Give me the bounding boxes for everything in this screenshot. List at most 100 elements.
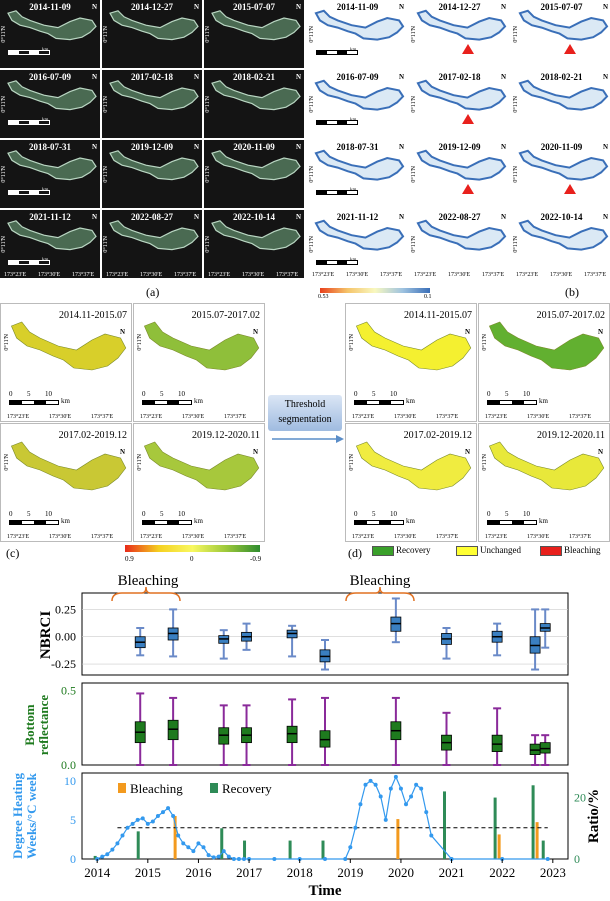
lon-tick-label: 173°30'E xyxy=(394,414,417,420)
period-label: 2019.12-2020.11 xyxy=(537,430,605,441)
lon-tick-label: 173°37'E xyxy=(224,534,247,540)
scale-bar xyxy=(142,520,192,525)
panel-d-classified-maps: 2014.11-2015.07 N 0°11'N 0 5 10 km 173°23'E 173°… xyxy=(345,303,610,543)
dhw-point xyxy=(323,857,327,861)
lat-tick-label: 0°11'N xyxy=(1,26,7,43)
dhw-point xyxy=(135,817,140,822)
lat-tick-label: 0°11'N xyxy=(1,166,7,183)
threshold-text-line2: segmentation xyxy=(278,414,332,425)
scale-bar xyxy=(142,400,192,405)
lat-tick-label: 0°11'N xyxy=(205,26,211,43)
scale-tick: 0 xyxy=(142,390,146,398)
scale-unit: km xyxy=(42,48,49,53)
lat-tick-label: 0°11'N xyxy=(205,166,211,183)
dhw-point xyxy=(409,794,414,799)
scale-bar xyxy=(354,520,404,525)
dhw-point xyxy=(378,794,383,799)
dhw-point xyxy=(140,816,145,821)
scale-tick: 5 xyxy=(372,390,376,398)
dhw-point xyxy=(216,854,221,859)
lat-tick-label: 0°11'N xyxy=(103,236,109,253)
satellite-tile: 2017-02-18 N 0°11'N xyxy=(102,70,202,138)
north-arrow-icon: N xyxy=(398,213,404,221)
satellite-tile: 2021-11-12 N 173°23'E 173°30'E 173°37'E 0°11'… xyxy=(0,210,100,278)
lat-tick-label: 0°11'N xyxy=(309,236,315,253)
y-tick-label: 10 xyxy=(64,774,76,788)
scale-tick: 0 xyxy=(487,510,491,518)
satellite-tile: 2015-07-07 N 0°11'N xyxy=(204,0,304,68)
classified-map-tile: 2017.02-2019.12 N 0°11'N 0 5 10 km 173°23'E 173°… xyxy=(345,423,477,542)
north-arrow-icon: N xyxy=(597,328,603,336)
satellite-tile: 2019-12-09 N 0°11'N xyxy=(102,140,202,208)
lon-tick-label: 173°30'E xyxy=(346,272,369,278)
dhw-point xyxy=(196,841,201,846)
north-arrow-icon: N xyxy=(193,213,199,221)
scale-unit: km xyxy=(539,397,548,405)
atoll-shape xyxy=(410,140,509,200)
y-tick-label: 0.5 xyxy=(61,683,76,697)
change-map-tile: 2017.02-2019.12 N 0°11'N 0 5 10 km 173°23'E 173°… xyxy=(0,423,132,542)
lon-tick-label: 173°30'E xyxy=(182,534,205,540)
dhw-point xyxy=(150,819,155,824)
atoll-change-shape xyxy=(479,424,609,524)
lon-tick-label: 173°23'E xyxy=(106,272,129,278)
north-arrow-icon: N xyxy=(193,3,199,11)
legend-bleaching-swatch xyxy=(540,546,562,556)
scale-unit: km xyxy=(406,517,415,525)
colorbar-b-min: 0.53 xyxy=(318,294,329,300)
scale-unit: km xyxy=(42,258,49,263)
lon-tick-label: 173°30'E xyxy=(38,272,61,278)
satellite-tile: 2020-11-09 N 0°11'N xyxy=(204,140,304,208)
dhw-point xyxy=(125,825,130,830)
lat-tick-label: 0°11'N xyxy=(309,96,315,113)
atoll-shape xyxy=(512,70,610,130)
lat-tick-label: 0°11'N xyxy=(205,236,211,253)
lon-tick-label: 173°37'E xyxy=(569,534,592,540)
y-tick-label: 0 xyxy=(70,852,76,866)
lon-tick-label: 173°23'E xyxy=(140,414,163,420)
lat-tick-label: 0°11'N xyxy=(309,26,315,43)
dhw-point xyxy=(419,786,424,791)
lon-tick-label: 173°37'E xyxy=(569,414,592,420)
dhw-point xyxy=(130,821,135,826)
scale-unit: km xyxy=(350,188,357,193)
panel-d-legend: Recovery Unchanged Bleaching xyxy=(372,545,608,557)
atoll-change-shape xyxy=(346,424,476,524)
lat-tick-label: 0°11'N xyxy=(349,454,355,471)
bleaching-bar xyxy=(396,819,400,859)
map-tile: 2022-10-14 N 173°23'E 173°30'E 173°37'E 0°11'… xyxy=(512,210,610,278)
scale-unit: km xyxy=(406,397,415,405)
north-arrow-icon: N xyxy=(500,213,506,221)
scale-tick: 10 xyxy=(45,390,52,398)
satellite-tile: 2022-10-14 N 173°23'E 173°30'E 173°37'E 0°11'… xyxy=(204,210,304,278)
lon-tick-label: 173°23'E xyxy=(7,414,30,420)
satellite-tile: 2014-11-09 N 0°11'N km xyxy=(0,0,100,68)
scale-bar xyxy=(8,260,50,265)
legend-bleaching-swatch xyxy=(118,783,126,793)
x-tick-label: 2023 xyxy=(540,865,566,880)
tile-date: 2018-07-31 xyxy=(336,142,379,152)
scale-tick: 0 xyxy=(9,390,13,398)
map-tile: 2017-02-18 N 0°11'N xyxy=(410,70,509,138)
dhw-point xyxy=(171,814,176,818)
colorbar-c-mid: 0 xyxy=(190,555,194,563)
bleaching-brace xyxy=(345,586,415,602)
panel-b-map-grid: 2014-11-09 N 0°11'N km 2014-12-27 N 0°11'N 2015… xyxy=(308,0,610,300)
dhw-point xyxy=(105,852,110,857)
lon-tick-label: 173°30'E xyxy=(49,414,72,420)
period-label: 2017.02-2019.12 xyxy=(403,430,472,441)
north-arrow-icon: N xyxy=(119,328,125,336)
north-arrow-icon: N xyxy=(295,213,301,221)
lon-tick-label: 173°37'E xyxy=(380,272,403,278)
ratio-axis-label: Ratio/% xyxy=(586,789,602,843)
scale-bar xyxy=(487,400,537,405)
north-arrow-icon: N xyxy=(252,328,258,336)
colorbar-b-max: 0.1 xyxy=(424,294,432,300)
dhw-point xyxy=(176,833,181,838)
lat-tick-label: 0°11'N xyxy=(205,96,211,113)
north-arrow-icon: N xyxy=(295,143,301,151)
dhw-point xyxy=(424,810,429,815)
lon-tick-label: 173°23'E xyxy=(414,272,437,278)
tile-date: 2020-11-09 xyxy=(540,142,583,152)
atoll-change-shape xyxy=(134,304,264,404)
